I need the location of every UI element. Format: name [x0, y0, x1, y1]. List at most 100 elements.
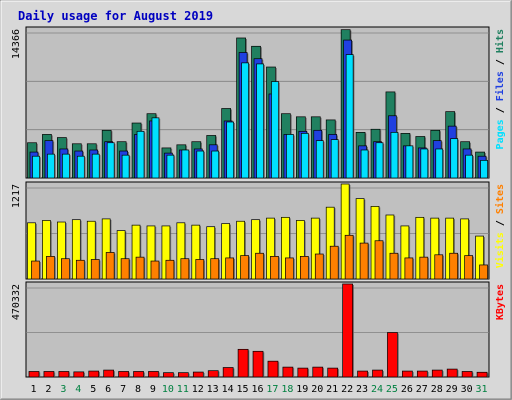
bar-pages-day-16 [256, 63, 265, 179]
x-tick-label: 16 [251, 384, 263, 395]
legend-pages: Pages [495, 119, 506, 149]
bar-pages-day-26 [405, 145, 415, 179]
bar-kbytes-day-28 [431, 369, 444, 378]
x-tick-label: 22 [341, 384, 353, 395]
legend-separator: / [495, 53, 506, 71]
x-tick-label: 20 [311, 384, 323, 395]
x-tick-label: 5 [90, 384, 96, 395]
x-tick-label: 28 [431, 384, 443, 395]
bar-sites-day-2 [46, 256, 56, 280]
bar-kbytes-day-20 [312, 366, 324, 378]
bar-pages-day-18 [286, 134, 295, 179]
legend-kbytes: KBytes [495, 284, 506, 320]
bar-pages-day-10 [166, 154, 176, 179]
bar-pages-day-22 [345, 54, 355, 179]
x-tick-label: 15 [237, 384, 249, 395]
y-max-label: 470332 [11, 284, 22, 320]
bar-sites-day-4 [75, 259, 86, 280]
bar-sites-day-6 [105, 252, 116, 280]
panel-kbytes: 470332 KBytes [11, 281, 506, 378]
bar-sites-day-14 [225, 257, 235, 280]
bar-sites-day-10 [165, 259, 176, 280]
bar-pages-day-12 [196, 150, 205, 179]
legend-separator: / [495, 101, 506, 119]
bar-sites-day-11 [180, 258, 191, 280]
x-tick-label: 3 [60, 384, 66, 395]
x-tick-label: 10 [162, 384, 174, 395]
bar-pages-day-30 [465, 154, 474, 179]
y-max-label: 14366 [11, 29, 22, 59]
x-tick-label: 25 [386, 384, 398, 395]
bar-sites-day-22 [344, 234, 355, 280]
legend-sites: Sites [494, 184, 506, 214]
x-tick-label: 1 [30, 384, 36, 395]
bar-kbytes-day-9 [148, 371, 160, 378]
bar-sites-day-3 [61, 258, 71, 280]
bar-pages-day-2 [47, 153, 56, 179]
bar-sites-day-23 [359, 242, 370, 280]
bar-kbytes-day-3 [58, 371, 71, 378]
bar-kbytes-day-29 [446, 368, 459, 378]
bar-pages-day-20 [315, 140, 325, 179]
bar-kbytes-day-13 [207, 370, 220, 378]
bar-kbytes-day-22 [342, 283, 354, 378]
bar-kbytes-day-16 [252, 350, 265, 378]
bar-sites-day-15 [240, 255, 250, 280]
x-tick-label: 14 [222, 384, 234, 395]
bar-sites-day-21 [329, 245, 340, 280]
bar-kbytes-day-19 [297, 367, 310, 378]
legend-hits: Hits [494, 29, 506, 53]
bar-kbytes-day-12 [192, 371, 205, 378]
x-tick-label: 24 [371, 384, 383, 395]
bar-sites-day-5 [90, 259, 101, 280]
x-tick-label: 13 [207, 384, 219, 395]
bar-sites-day-20 [314, 253, 325, 280]
panel-visits-sites: 1217 Visits / Sites [11, 181, 506, 280]
y-max-label: 1217 [11, 184, 22, 208]
bar-kbytes-day-30 [461, 371, 474, 378]
x-tick-label: 19 [296, 384, 308, 395]
panel-hits-files-pages: 14366 Pages / Files / Hits [11, 26, 506, 179]
bar-sites-day-1 [31, 260, 41, 280]
bar-pages-day-7 [121, 154, 131, 179]
bar-pages-day-25 [390, 132, 400, 179]
bar-pages-day-24 [375, 142, 385, 179]
bar-pages-day-19 [300, 133, 310, 179]
bar-kbytes-day-23 [357, 370, 369, 378]
bar-kbytes-day-10 [163, 372, 175, 378]
bar-pages-day-21 [330, 139, 340, 179]
bar-sites-day-26 [404, 257, 415, 280]
bar-sites-day-17 [270, 256, 280, 280]
bar-kbytes-day-6 [103, 369, 115, 378]
bar-kbytes-day-14 [222, 367, 235, 378]
bar-sites-day-9 [150, 260, 161, 280]
bar-pages-day-9 [151, 117, 161, 179]
legend: Pages / Files / Hits [494, 29, 506, 149]
bar-sites-day-19 [299, 256, 310, 280]
bar-pages-day-29 [450, 138, 459, 179]
x-tick-label: 11 [177, 384, 189, 395]
bar-sites-day-25 [389, 252, 400, 280]
bar-kbytes-day-2 [43, 371, 56, 378]
bar-sites-day-27 [419, 256, 430, 280]
bar-pages-day-23 [360, 149, 370, 179]
x-axis-labels: 1 2 3 4 5 6 7 8 9 10 11 12 13 14 15 16 17 18 19 20 21 22 23 24 2… [30, 384, 487, 395]
bar-sites-day-12 [195, 259, 205, 280]
x-tick-label: 17 [266, 384, 278, 395]
legend-visits: Visits [494, 232, 506, 268]
bar-pages-day-27 [420, 148, 430, 179]
x-tick-label: 12 [192, 384, 204, 395]
x-tick-label: 30 [461, 384, 473, 395]
bar-kbytes-day-24 [372, 369, 384, 378]
x-tick-label: 21 [326, 384, 338, 395]
bar-pages-day-15 [241, 62, 250, 179]
x-tick-label: 29 [446, 384, 458, 395]
bar-kbytes-day-25 [387, 332, 399, 378]
bar-kbytes-day-31 [476, 371, 489, 378]
bar-sites-day-30 [464, 255, 474, 280]
bar-pages-day-8 [136, 130, 146, 179]
x-tick-label: 31 [476, 384, 488, 395]
bar-sites-day-18 [285, 257, 295, 280]
legend-files: Files [494, 71, 506, 101]
